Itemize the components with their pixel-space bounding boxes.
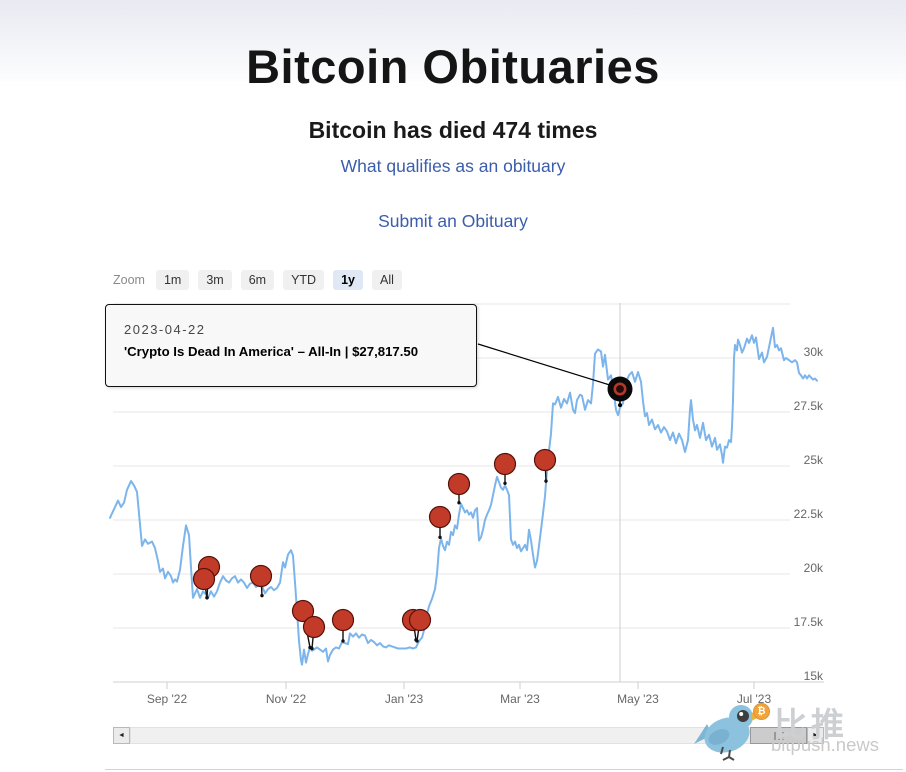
y-axis-label: 30k	[803, 345, 823, 359]
submit-obituary-link[interactable]: Submit an Obituary	[378, 211, 528, 231]
zoom-button-1y[interactable]: 1y	[333, 270, 363, 290]
y-axis-label: 27.5k	[793, 399, 823, 413]
obituary-marker[interactable]	[428, 505, 452, 529]
obituary-anchor-dot	[308, 645, 312, 650]
obituary-anchor-dot	[205, 596, 209, 600]
tooltip-connector-line	[477, 343, 614, 387]
zoom-button-6m[interactable]: 6m	[240, 270, 275, 290]
zoom-button-3m[interactable]: 3m	[198, 270, 232, 290]
x-axis-label: May '23	[617, 692, 659, 706]
scrollbar-left-arrow-icon[interactable]: ◄	[113, 727, 130, 744]
obituary-anchor-dot	[544, 479, 548, 483]
x-axis-label: Jul '23	[736, 692, 772, 706]
qualify-link[interactable]: What qualifies as an obituary	[340, 156, 566, 176]
obituary-anchor-dot	[414, 638, 418, 642]
tooltip-headline: 'Crypto Is Dead In America' – All-In | $…	[124, 344, 419, 359]
scrollbar-thumb[interactable]	[750, 727, 807, 744]
x-axis-label: Mar '23	[500, 692, 540, 706]
obituary-tooltip: 2023-04-22 'Crypto Is Dead In America' –…	[105, 304, 477, 387]
zoom-buttons: 1m 3m 6m YTD 1y All	[155, 270, 402, 290]
zoom-label: Zoom	[113, 273, 145, 287]
highlighted-anchor-dot	[618, 403, 622, 408]
zoom-button-1m[interactable]: 1m	[155, 270, 190, 290]
obituary-marker[interactable]	[533, 448, 557, 472]
y-axis-label: 15k	[803, 669, 823, 683]
zoom-button-ytd[interactable]: YTD	[283, 270, 325, 290]
obituary-anchor-dot	[310, 646, 314, 651]
scrollbar-right-arrow-icon[interactable]: ►	[807, 727, 824, 744]
y-axis-label: 20k	[803, 561, 823, 575]
obituary-marker[interactable]	[331, 608, 355, 632]
tooltip-date: 2023-04-22	[124, 322, 206, 337]
obituary-anchor-dot	[205, 596, 209, 600]
obituary-anchor-dot	[457, 501, 461, 505]
obituary-marker[interactable]	[192, 567, 216, 591]
obituary-anchor-dot	[260, 593, 264, 598]
death-count-subtitle: Bitcoin has died 474 times	[308, 117, 598, 144]
scrollbar-grip-icon	[774, 732, 783, 740]
x-axis-label: Jan '23	[384, 692, 424, 706]
bitcoin-coin-icon: ₿	[753, 703, 770, 720]
y-axis-label: 22.5k	[793, 507, 823, 521]
obituary-marker[interactable]	[291, 599, 315, 623]
y-axis-label: 25k	[803, 453, 823, 467]
obituary-anchor-dot	[438, 535, 442, 539]
obituary-marker[interactable]	[493, 452, 517, 476]
bottom-divider	[105, 769, 903, 770]
obituary-anchor-dot	[341, 639, 345, 643]
zoom-button-all[interactable]: All	[371, 270, 402, 290]
obituary-marker[interactable]	[447, 472, 471, 496]
x-axis-label: Nov '22	[265, 692, 307, 706]
bitpush-cn-watermark: 比推	[774, 705, 848, 744]
obituary-marker[interactable]	[249, 564, 273, 588]
obituary-marker[interactable]	[302, 615, 326, 639]
top-gradient	[0, 0, 906, 88]
obituary-anchor-dot	[503, 481, 507, 485]
obituary-anchor-dot	[415, 639, 419, 643]
x-axis-label: Sep '22	[146, 692, 188, 706]
page-title: Bitcoin Obituaries	[246, 40, 660, 94]
zoom-range-selector: Zoom 1m 3m 6m YTD 1y All	[113, 270, 402, 290]
y-axis-label: 17.5k	[793, 615, 823, 629]
obituary-marker[interactable]	[408, 608, 432, 632]
highlighted-obituary-marker[interactable]	[613, 382, 627, 396]
bitpush-domain-watermark: bitpush.news	[771, 734, 879, 755]
